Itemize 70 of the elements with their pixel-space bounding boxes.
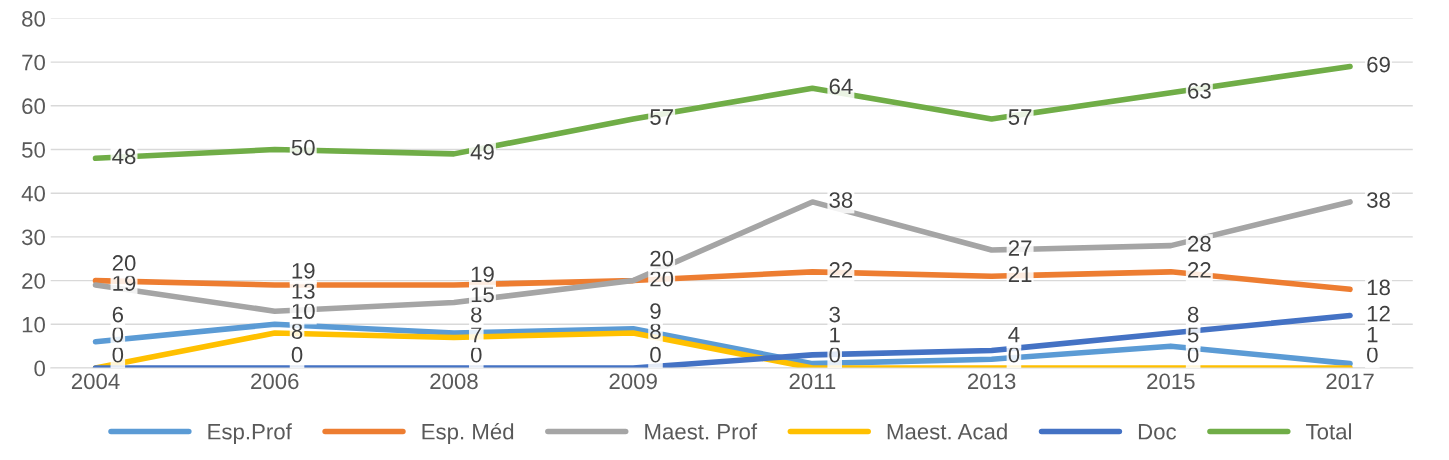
data-label: 22 <box>829 262 853 278</box>
data-label: 4 <box>1008 326 1020 343</box>
legend-label: Maest. Prof <box>645 423 758 440</box>
data-label: 49 <box>470 144 494 160</box>
data-label: 0 <box>829 346 841 363</box>
data-label: 57 <box>1008 109 1032 125</box>
data-label: 57 <box>650 109 673 125</box>
data-label: 0 <box>1367 346 1378 363</box>
data-label: 20 <box>112 255 136 271</box>
data-label: 15 <box>471 286 494 303</box>
data-label: 19 <box>292 262 315 279</box>
y-tick-label: 80 <box>22 10 45 27</box>
data-label: 22 <box>1188 262 1211 278</box>
data-label: 48 <box>112 148 136 165</box>
data-label: 38 <box>829 192 853 208</box>
data-label: 19 <box>471 266 494 283</box>
data-label: 0 <box>1008 346 1020 363</box>
y-tick-label: 40 <box>21 185 45 202</box>
y-tick-label: 20 <box>22 273 45 289</box>
data-label: 13 <box>292 283 315 299</box>
x-tick-label: 2008 <box>430 373 478 390</box>
y-tick-label: 60 <box>22 98 45 115</box>
data-label: 9 <box>650 303 661 319</box>
data-label: 38 <box>1367 192 1390 208</box>
data-label: 8 <box>291 323 303 340</box>
legend-label: Doc <box>1138 424 1177 440</box>
y-tick-label: 10 <box>22 316 45 333</box>
x-tick-label: 2009 <box>609 373 657 390</box>
y-tick-label: 70 <box>22 54 45 71</box>
data-label: 18 <box>1367 279 1390 296</box>
x-tick-label: 2015 <box>1147 373 1195 390</box>
data-label: 27 <box>1008 240 1032 256</box>
x-tick-label: 2011 <box>789 373 836 390</box>
legend-label: Esp.Prof <box>208 423 292 444</box>
data-label: 7 <box>471 326 482 343</box>
legend-label: Maest. Acad <box>887 423 1007 440</box>
data-label: 1 <box>830 326 840 343</box>
data-label: 0 <box>470 346 482 363</box>
x-tick-label: 2013 <box>968 373 1016 390</box>
y-tick-label: 0 <box>34 360 45 377</box>
data-label: 0 <box>112 346 124 363</box>
data-label: 69 <box>1367 56 1390 73</box>
data-label: 1 <box>1367 326 1378 343</box>
data-label: 0 <box>1187 346 1199 363</box>
data-label: 12 <box>1367 305 1390 322</box>
data-label: 50 <box>291 139 315 156</box>
x-tick-label: 2006 <box>251 373 299 390</box>
data-label: 28 <box>1188 235 1211 252</box>
data-label: 5 <box>1187 326 1199 343</box>
data-label: 63 <box>1188 82 1211 99</box>
data-label: 3 <box>829 306 840 323</box>
data-label: 20 <box>650 250 674 267</box>
data-label: 8 <box>1187 306 1199 323</box>
y-tick-label: 30 <box>21 229 45 246</box>
data-label: 0 <box>650 346 661 363</box>
data-label: 0 <box>112 326 124 343</box>
data-label: 8 <box>471 306 482 323</box>
data-label: 19 <box>113 275 136 291</box>
x-tick-label: 2017 <box>1326 373 1374 390</box>
data-label: 6 <box>112 306 124 323</box>
legend-label: Total <box>1306 423 1351 440</box>
data-label: 20 <box>650 270 674 287</box>
data-label: 10 <box>292 303 315 319</box>
x-tick-label: 2004 <box>71 373 120 390</box>
data-label: 64 <box>829 78 853 95</box>
data-label: 8 <box>650 323 661 340</box>
legend-label: Esp. Méd <box>422 422 514 444</box>
y-tick-label: 50 <box>22 142 45 158</box>
data-label: 0 <box>291 346 303 363</box>
data-label: 21 <box>1008 266 1032 282</box>
